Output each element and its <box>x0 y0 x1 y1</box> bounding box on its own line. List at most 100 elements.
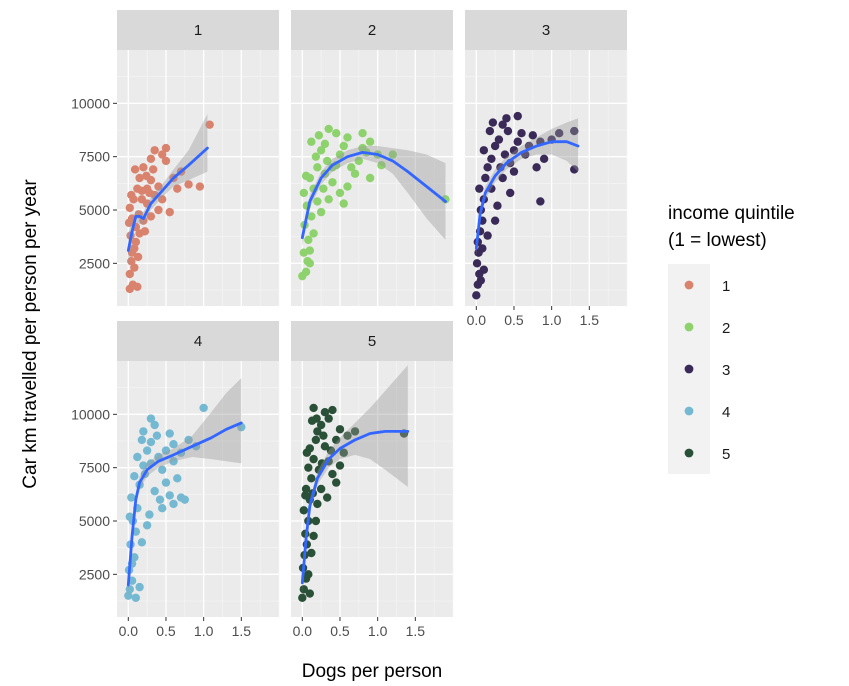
legend-label: 5 <box>722 446 730 463</box>
x-tick-label: 0.5 <box>504 312 524 328</box>
data-point <box>133 252 143 262</box>
data-point <box>316 146 326 155</box>
data-point <box>377 161 386 170</box>
data-point <box>347 163 356 172</box>
data-point <box>528 131 538 140</box>
facet-strip-label: 4 <box>194 333 202 350</box>
facet-strip <box>465 10 627 50</box>
data-point <box>133 282 142 291</box>
y-tick-label: 5000 <box>79 202 110 218</box>
data-point <box>320 408 330 417</box>
data-point <box>146 437 156 447</box>
data-point <box>146 212 156 221</box>
x-tick-label: 1.5 <box>232 623 252 639</box>
data-point <box>137 538 147 547</box>
data-point <box>205 120 214 129</box>
facet-strip <box>117 10 279 50</box>
x-tick-label: 0.0 <box>119 623 139 639</box>
smooth-confidence-band <box>128 378 242 596</box>
data-point <box>137 435 147 445</box>
data-point <box>478 244 487 253</box>
data-point <box>332 435 341 445</box>
axes: 2500 5000 7500 10000 0.0 0.5 1.0 1.5 2500 5000 750… <box>71 95 599 639</box>
y-axis-row-2: 2500 5000 7500 10000 <box>71 406 117 582</box>
data-point <box>358 129 367 138</box>
data-point <box>479 146 489 155</box>
data-point <box>169 440 178 449</box>
data-point <box>299 188 309 198</box>
data-point <box>161 478 171 487</box>
data-point <box>500 150 510 159</box>
data-point <box>311 516 321 526</box>
data-point <box>350 427 360 436</box>
data-point <box>307 474 316 483</box>
facet-strip-label: 1 <box>194 22 202 39</box>
data-point <box>388 150 397 159</box>
data-point <box>350 169 360 178</box>
data-point <box>339 199 348 208</box>
data-point <box>130 553 139 562</box>
data-point <box>127 493 136 502</box>
data-point <box>150 146 159 155</box>
data-point <box>165 491 174 500</box>
data-point <box>328 469 337 479</box>
data-point <box>490 216 500 225</box>
data-point <box>139 163 148 172</box>
smooth-confidence-band <box>128 114 208 268</box>
data-point <box>313 427 322 436</box>
data-point <box>161 143 171 153</box>
data-point <box>354 156 364 166</box>
y-axis-title: Car km travelled per person per year <box>20 179 41 489</box>
data-point <box>303 257 312 266</box>
panel-data <box>298 124 450 281</box>
data-point <box>324 414 333 423</box>
data-point <box>146 414 156 423</box>
data-point <box>150 486 159 496</box>
x-axis-panel-5: 0.0 0.5 1.0 1.5 <box>293 617 425 639</box>
legend-key-swatch <box>684 364 694 374</box>
data-point <box>570 165 579 174</box>
data-point <box>324 124 333 134</box>
data-point <box>301 491 310 500</box>
data-point <box>142 171 151 181</box>
y-tick-label: 10000 <box>71 95 110 111</box>
data-point <box>335 461 345 470</box>
data-point <box>142 521 152 530</box>
data-point <box>472 291 481 300</box>
panel-background <box>117 361 279 617</box>
data-point <box>335 188 345 198</box>
data-point <box>307 212 316 221</box>
data-point <box>314 131 324 140</box>
data-point <box>328 178 337 187</box>
data-point <box>125 269 135 279</box>
data-point <box>316 420 326 430</box>
legend-label: 3 <box>722 362 730 379</box>
data-point <box>165 207 174 217</box>
data-point <box>130 263 139 272</box>
data-point <box>199 403 208 413</box>
data-point <box>125 585 135 594</box>
data-point <box>150 420 159 430</box>
panel-data <box>472 111 580 300</box>
data-point <box>539 154 549 163</box>
legend-key-swatch <box>684 406 694 416</box>
data-point <box>304 463 313 472</box>
data-point <box>184 180 193 189</box>
smooth-line <box>300 430 410 585</box>
data-point <box>301 171 311 181</box>
data-point <box>509 167 519 176</box>
data-point <box>124 591 133 600</box>
data-point <box>127 190 136 200</box>
data-point <box>488 118 498 127</box>
facet-strip-label: 5 <box>368 333 376 350</box>
x-tick-label: 0.0 <box>293 623 313 639</box>
data-point <box>307 137 316 146</box>
data-point <box>343 431 352 440</box>
data-point <box>472 259 482 268</box>
data-point <box>312 414 321 423</box>
x-tick-label: 1.0 <box>368 623 388 639</box>
data-point <box>309 454 318 464</box>
data-point <box>127 257 136 266</box>
data-point <box>304 235 313 245</box>
